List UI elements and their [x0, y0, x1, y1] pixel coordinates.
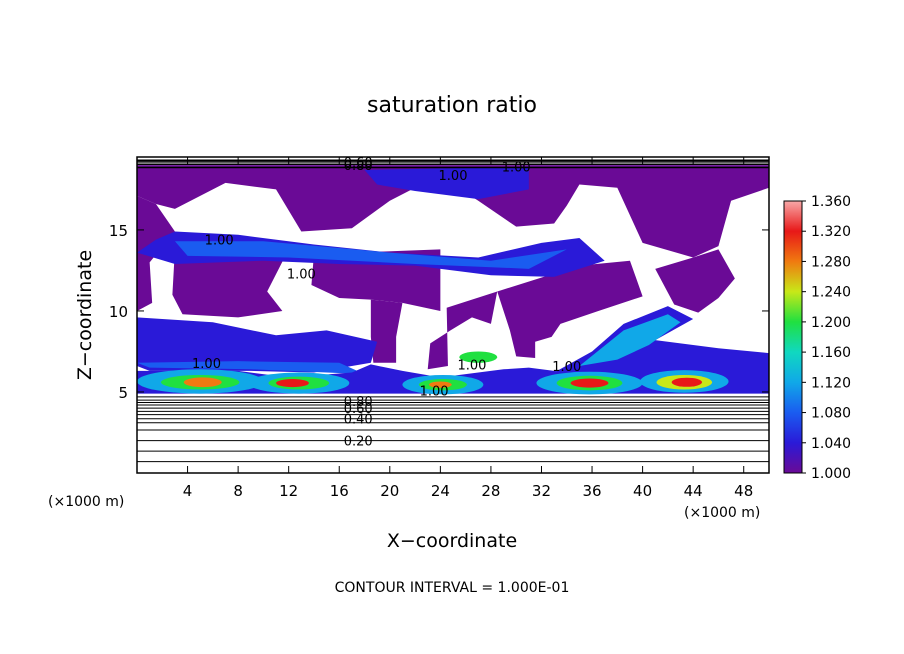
x-unit-left: (×1000 m)	[48, 494, 124, 510]
contour-label: 1.00	[552, 360, 581, 375]
x-unit-right: (×1000 m)	[684, 505, 760, 521]
contour-label: 0.80	[344, 159, 373, 174]
supersaturated-region-column-a	[370, 299, 403, 363]
contour-label: 1.00	[287, 268, 316, 283]
y-tick-label: 10	[109, 303, 128, 321]
y-axis-label: Z−coordinate	[74, 250, 96, 380]
contour-label: 1.00	[457, 358, 486, 373]
colorbar-label: 1.280	[811, 254, 851, 270]
chart-title: saturation ratio	[367, 93, 537, 118]
contour-label: 1.00	[420, 384, 449, 399]
colorbar-labels: 1.000 1.040 1.080 1.120 1.160 1.200 1.240 1.280…	[802, 194, 851, 482]
x-axis-ticks: 4 8 12 16 20 24 28 32 36 40 44 48	[183, 157, 753, 500]
x-tick-label: 8	[233, 482, 243, 500]
right-plume	[579, 314, 681, 367]
mid-blue-band-right	[554, 306, 769, 391]
mid-blue-band-left	[137, 317, 378, 373]
subsaturated-contour-lines	[137, 159, 769, 463]
x-tick-label: 32	[532, 482, 551, 500]
x-tick-label: 12	[279, 482, 298, 500]
saturation-field	[137, 165, 769, 395]
contour-label: 0.60	[344, 156, 373, 171]
x-tick-label: 48	[734, 482, 753, 500]
x-tick-label: 28	[481, 482, 500, 500]
contour-interval-note: CONTOUR INTERVAL = 1.000E-01	[335, 580, 570, 596]
x-tick-label: 4	[183, 482, 193, 500]
colorbar-label: 1.200	[811, 315, 851, 331]
top-blue-layer	[364, 166, 529, 200]
supersaturated-region-right	[655, 249, 735, 313]
contour-label: 1.00	[192, 357, 221, 372]
x-tick-label: 36	[582, 482, 601, 500]
left-cyan-strip	[137, 361, 365, 375]
contour-label: 1.00	[205, 234, 234, 249]
y-tick-label: 15	[109, 222, 128, 240]
contour-label: 0.60	[344, 402, 373, 417]
colorbar-label: 1.320	[811, 224, 851, 240]
supersaturated-region-column-b	[427, 291, 498, 370]
contour-label: 0.20	[344, 435, 373, 450]
colorbar-label: 1.360	[811, 194, 851, 210]
colorbar-gradient	[783, 200, 803, 474]
x-axis-label: X−coordinate	[387, 530, 517, 552]
colorbar: 1.000 1.040 1.080 1.120 1.160 1.200 1.240 1.280…	[783, 194, 851, 482]
colorbar-label: 1.000	[811, 466, 851, 482]
colorbar-label: 1.160	[811, 345, 851, 361]
upper-blue-core	[174, 241, 567, 269]
contour-labels: 0.200.400.600.801.001.001.00 1.001.001.00…	[192, 156, 581, 450]
plot-frame	[136, 156, 770, 474]
colorbar-label: 1.240	[811, 285, 851, 301]
colorbar-label: 1.120	[811, 375, 851, 391]
colorbar-label: 1.080	[811, 406, 851, 422]
x-tick-label: 40	[633, 482, 652, 500]
y-axis-ticks: 5 10 15	[109, 222, 769, 402]
cloud-cell-3-peak	[428, 381, 452, 388]
x-tick-label: 24	[431, 482, 450, 500]
contour-label: 0.40	[344, 413, 373, 428]
y-tick-label: 5	[118, 384, 128, 402]
contour-label: 1.00	[502, 161, 531, 176]
x-tick-label: 44	[684, 482, 703, 500]
supersaturated-region-mid-left	[172, 249, 289, 318]
x-tick-label: 20	[380, 482, 399, 500]
supersaturated-region-upper	[137, 165, 769, 258]
supersaturated-region-mid-right	[497, 260, 643, 358]
cloud-cell-4-peak	[570, 378, 609, 388]
plot-area: 0.200.400.600.801.001.001.00 1.001.001.00…	[137, 156, 769, 473]
cloud-cell-5-peak	[671, 377, 703, 387]
cloud-cell-1-peak	[183, 377, 222, 388]
contour-label: 1.00	[439, 169, 468, 184]
cloud-cell-2-peak	[276, 379, 309, 388]
mid-green-patch	[459, 351, 498, 363]
colorbar-label: 1.040	[811, 436, 851, 452]
x-tick-label: 16	[330, 482, 349, 500]
contour-label: 0.80	[344, 395, 373, 410]
